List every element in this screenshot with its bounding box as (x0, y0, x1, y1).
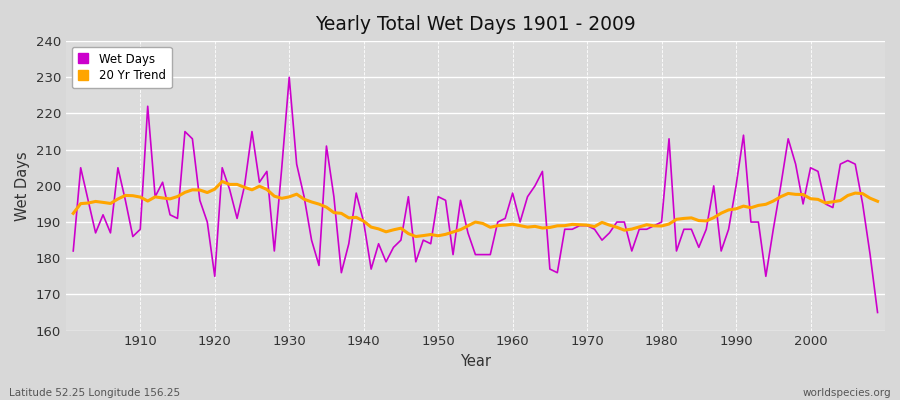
Wet Days (604, 230, 615, 235)
20 Yr Trend (410, 234, 421, 239)
Wet Days (68, 248, 78, 253)
Wet Days (872, 310, 883, 315)
20 Yr Trend (299, 197, 310, 202)
20 Yr Trend (128, 193, 139, 198)
20 Yr Trend (68, 211, 78, 216)
Wet Days (299, 194, 310, 199)
20 Yr Trend (515, 223, 526, 228)
20 Yr Trend (217, 179, 228, 184)
Text: worldspecies.org: worldspecies.org (803, 388, 891, 398)
20 Yr Trend (522, 225, 533, 230)
Line: 20 Yr Trend: 20 Yr Trend (73, 182, 878, 236)
X-axis label: Year: Year (460, 354, 491, 369)
Wet Days (284, 75, 294, 80)
20 Yr Trend (872, 199, 883, 204)
Text: Latitude 52.25 Longitude 156.25: Latitude 52.25 Longitude 156.25 (9, 388, 180, 398)
Legend: Wet Days, 20 Yr Trend: Wet Days, 20 Yr Trend (72, 47, 172, 88)
Y-axis label: Wet Days: Wet Days (15, 151, 30, 221)
Wet Days (128, 234, 139, 239)
Wet Days (344, 241, 355, 246)
Title: Yearly Total Wet Days 1901 - 2009: Yearly Total Wet Days 1901 - 2009 (315, 15, 635, 34)
Line: Wet Days: Wet Days (73, 77, 878, 312)
20 Yr Trend (611, 225, 622, 230)
Wet Days (515, 220, 526, 224)
20 Yr Trend (344, 216, 355, 220)
Wet Days (508, 191, 518, 196)
